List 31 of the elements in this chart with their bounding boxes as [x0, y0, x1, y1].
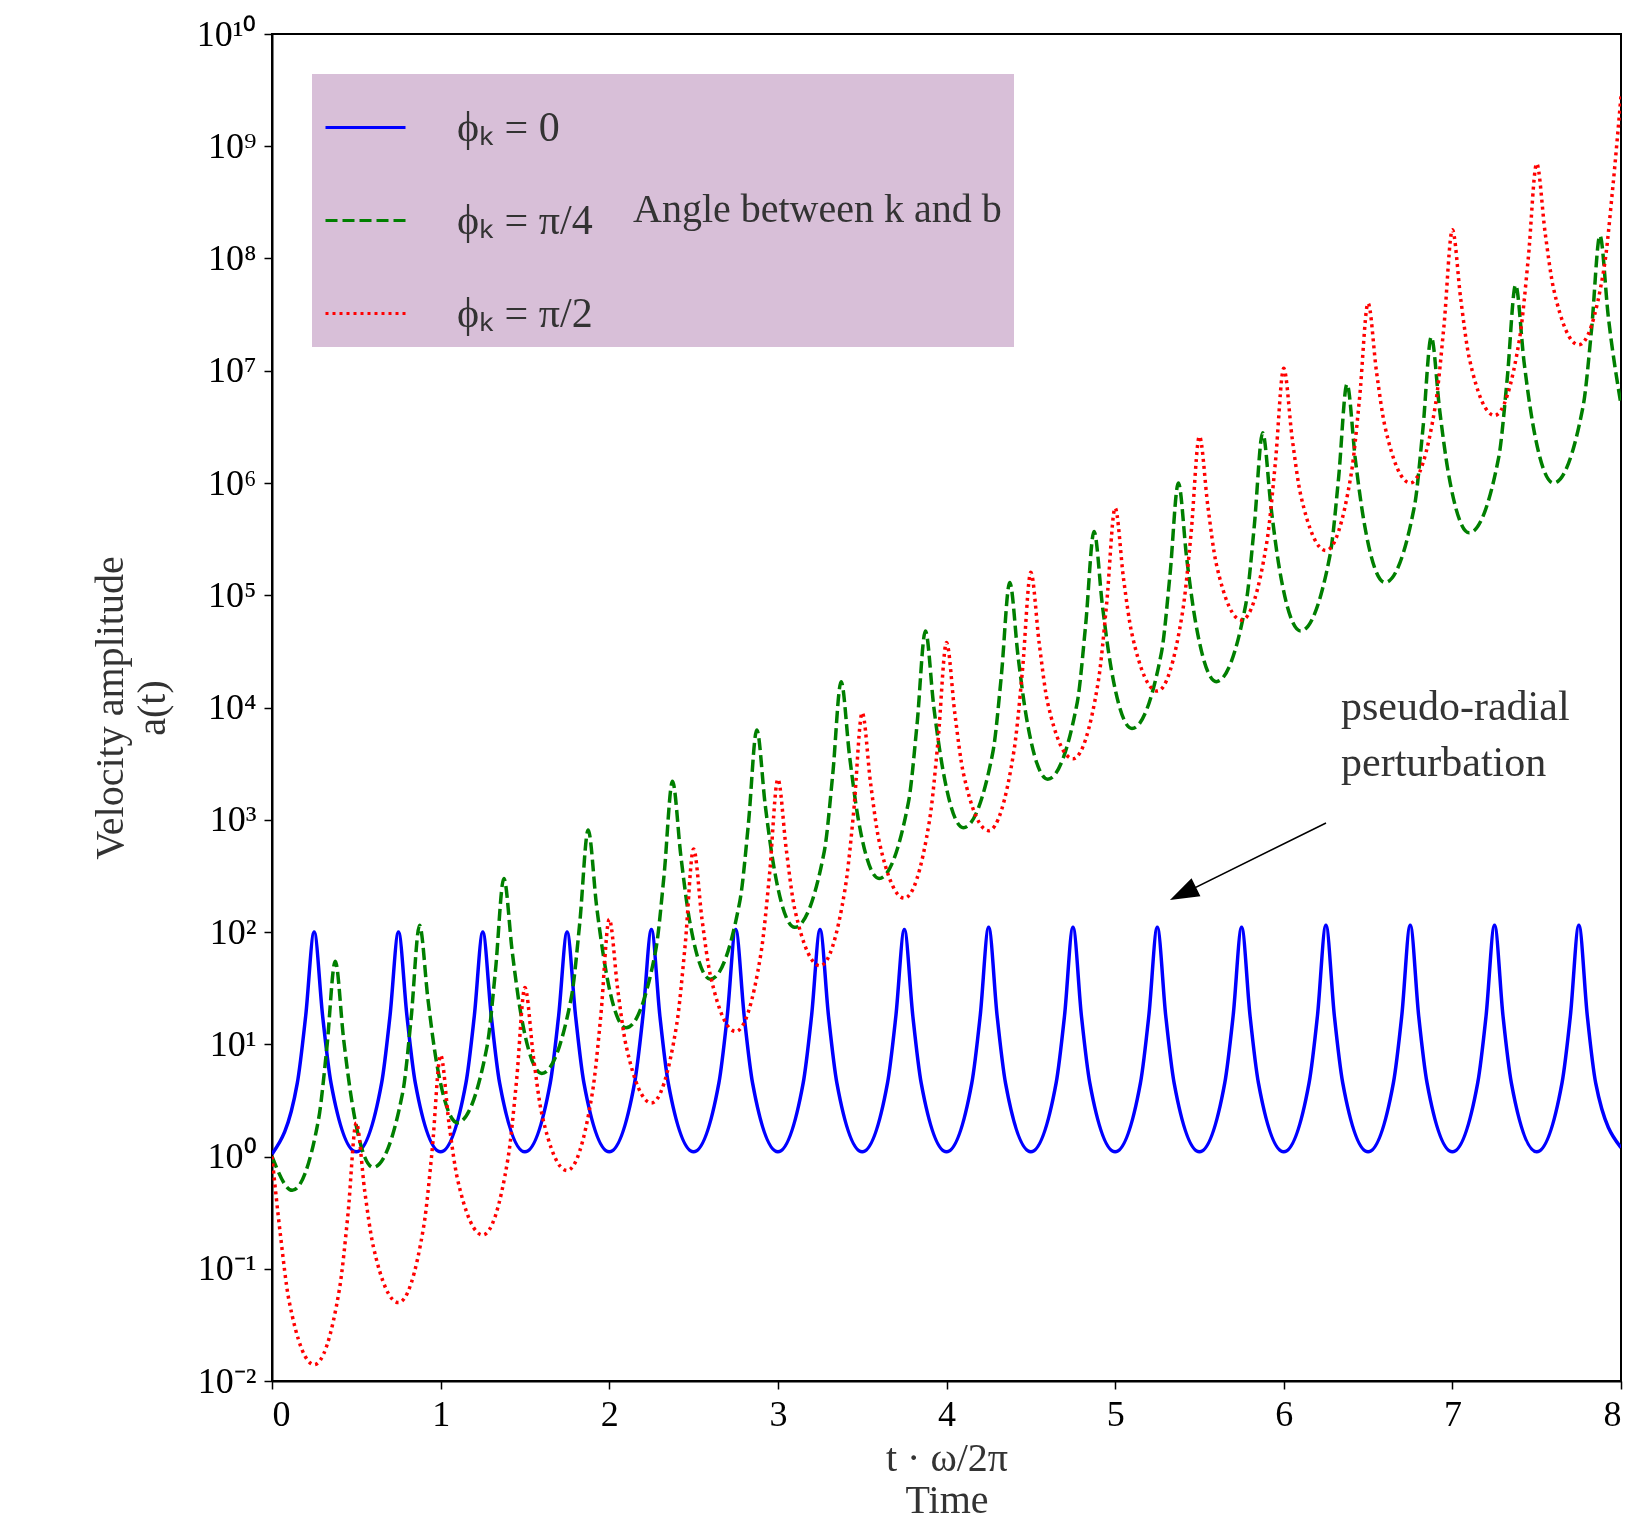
x-tick-label: 1	[432, 1393, 451, 1434]
legend-label: ϕₖ = π/4	[457, 196, 593, 243]
x-tick-label: 4	[938, 1393, 956, 1434]
annotation: pseudo-radial perturbation	[1341, 683, 1570, 785]
y-tick-label: 10⁶	[207, 462, 257, 503]
legend-label: ϕₖ = π/2	[457, 289, 593, 336]
x-tick-label: 6	[1275, 1393, 1294, 1434]
y-axis-title: Velocity amplitude a(t)	[86, 556, 174, 860]
y-tick-label: 10⁰	[207, 1136, 257, 1176]
y-tick-label: 10¹⁰	[196, 13, 257, 54]
y-tick-label: 10⁸	[207, 238, 257, 278]
x-tick-label: 2	[600, 1393, 619, 1434]
y-tick-label: 10⁻²	[197, 1360, 257, 1401]
y-tick-label: 10⁷	[207, 350, 257, 391]
line-series	[272, 94, 1621, 1367]
x-tick-label: 0	[272, 1393, 291, 1434]
legend-title: Angle between k and b	[633, 186, 1002, 231]
x-tick-label: 7	[1443, 1393, 1462, 1434]
x-axis-title: t · ω/2π Time	[885, 1434, 1009, 1522]
y-tick-label: 10²	[209, 911, 257, 952]
y-tick-label: 10⁵	[207, 574, 257, 615]
line-series	[272, 923, 1621, 1156]
x-tick-label: 3	[769, 1393, 788, 1434]
y-tick-label: 10⁻¹	[197, 1248, 257, 1289]
x-tick-label: 5	[1106, 1393, 1125, 1434]
y-tick-label: 10¹	[209, 1023, 257, 1064]
legend-label: ϕₖ = 0	[457, 103, 560, 150]
y-tick-label: 10⁹	[207, 125, 257, 166]
y-tick-label: 10³	[209, 799, 257, 840]
y-tick-label: 10⁴	[207, 687, 257, 727]
x-tick-label: 8	[1603, 1393, 1622, 1434]
